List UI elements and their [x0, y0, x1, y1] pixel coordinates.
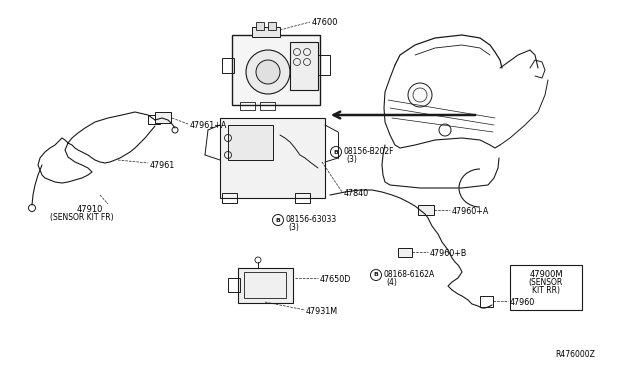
Bar — [228, 125, 273, 160]
Text: 08168-6162A: 08168-6162A — [384, 270, 435, 279]
Bar — [222, 58, 234, 73]
Text: (SENSOR KIT FR): (SENSOR KIT FR) — [50, 213, 114, 222]
Circle shape — [246, 50, 290, 94]
Text: 47960+B: 47960+B — [430, 249, 467, 258]
Text: B: B — [333, 150, 339, 154]
Bar — [238, 268, 293, 303]
Bar — [148, 115, 160, 124]
Bar — [290, 42, 318, 90]
Text: 08156-B202F: 08156-B202F — [344, 147, 394, 156]
Bar — [318, 55, 330, 75]
Text: 47961+A: 47961+A — [190, 121, 227, 130]
Bar — [232, 35, 320, 105]
Bar — [240, 102, 255, 110]
Text: B: B — [374, 273, 378, 278]
Bar — [256, 22, 264, 30]
Text: R476000Z: R476000Z — [555, 350, 595, 359]
Bar — [398, 248, 412, 257]
Text: 47961: 47961 — [150, 161, 175, 170]
Bar — [510, 265, 582, 310]
Text: (3): (3) — [288, 223, 299, 232]
Text: 47960+A: 47960+A — [452, 207, 490, 216]
Text: 47960: 47960 — [510, 298, 535, 307]
Bar — [295, 193, 310, 203]
Bar — [252, 27, 280, 37]
Text: 47600: 47600 — [312, 18, 339, 27]
Bar — [244, 272, 286, 298]
Text: 47931M: 47931M — [306, 307, 338, 316]
Text: (SENSOR: (SENSOR — [529, 278, 563, 287]
Bar — [220, 118, 325, 198]
Text: 47900M: 47900M — [529, 270, 563, 279]
Bar — [260, 102, 275, 110]
Bar — [268, 22, 276, 30]
Bar — [228, 278, 240, 292]
Bar — [155, 112, 171, 123]
Text: 08156-63033: 08156-63033 — [286, 215, 337, 224]
Text: KIT RR): KIT RR) — [532, 286, 560, 295]
Text: (4): (4) — [386, 278, 397, 287]
Text: 47910: 47910 — [77, 205, 103, 214]
Bar — [222, 193, 237, 203]
Text: 47650D: 47650D — [320, 275, 351, 284]
Bar — [480, 296, 493, 307]
Text: B: B — [276, 218, 280, 222]
Text: 47840: 47840 — [344, 189, 369, 198]
Circle shape — [408, 83, 432, 107]
Circle shape — [256, 60, 280, 84]
Text: (3): (3) — [346, 155, 357, 164]
Bar — [418, 205, 434, 215]
